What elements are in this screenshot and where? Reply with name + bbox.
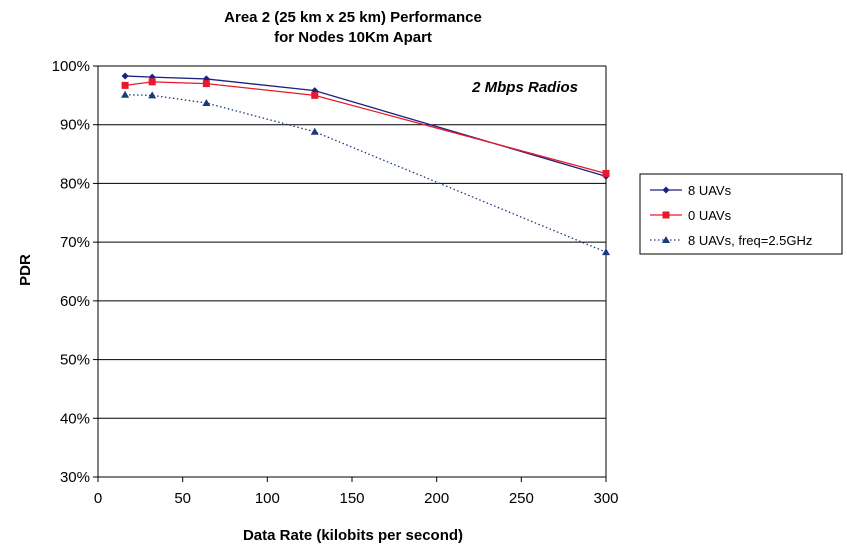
x-tick-label: 50	[174, 490, 191, 507]
series-line	[125, 94, 607, 253]
series-2	[121, 78, 610, 177]
data-point	[311, 91, 319, 99]
y-tick-label: 80%	[60, 175, 90, 192]
x-tick-label: 300	[593, 490, 618, 507]
legend-entry: 8 UAVs	[650, 183, 732, 198]
data-point	[121, 90, 130, 98]
data-point	[310, 127, 319, 135]
legend-label: 0 UAVs	[688, 208, 732, 223]
y-tick-label: 50%	[60, 352, 90, 369]
grid-lines	[98, 65, 606, 419]
axes	[93, 65, 607, 482]
legend-label: 8 UAVs	[688, 183, 732, 198]
series-3	[121, 90, 610, 256]
y-tick-labels: 30% 40% 50% 60% 70% 80% 90% 100%	[52, 58, 90, 486]
data-point	[602, 248, 610, 256]
y-tick-label: 100%	[52, 58, 90, 75]
x-axis-label: Data Rate (kilobits per second)	[243, 527, 463, 544]
y-tick-label: 30%	[60, 469, 90, 486]
legend-entry: 8 UAVs, freq=2.5GHz	[650, 233, 812, 248]
data-point	[148, 78, 156, 86]
data-point	[602, 169, 610, 177]
x-tick-label: 100	[255, 490, 280, 507]
data-point	[202, 98, 211, 106]
legend-box	[639, 173, 843, 255]
x-tick-label: 250	[509, 490, 534, 507]
chart-title-line-1: Area 2 (25 km x 25 km) Performance	[224, 9, 482, 26]
legend-marker	[662, 211, 670, 219]
chart-title-line-2: for Nodes 10Km Apart	[274, 29, 432, 46]
chart-annotation: 2 Mbps Radios	[471, 79, 578, 96]
y-tick-label: 60%	[60, 293, 90, 310]
y-tick-label: 70%	[60, 234, 90, 251]
legend-entry: 0 UAVs	[650, 208, 732, 223]
y-tick-label: 90%	[60, 117, 90, 134]
data-point	[121, 72, 129, 80]
x-tick-label: 200	[424, 490, 449, 507]
data-point	[202, 80, 210, 88]
legend-marker	[662, 236, 670, 243]
x-tick-label: 150	[339, 490, 364, 507]
legend-label: 8 UAVs, freq=2.5GHz	[688, 233, 812, 248]
series-layer	[121, 72, 610, 256]
legend-marker	[662, 186, 670, 194]
x-tick-label: 0	[94, 490, 102, 507]
data-point	[148, 91, 157, 99]
legend: 8 UAVs 0 UAVs 8 UAVs, freq=2.5GHz	[639, 173, 843, 255]
y-axis-label: PDR	[17, 254, 34, 286]
x-tick-labels: 0 50 100 150 200 250 300	[94, 490, 619, 507]
y-tick-label: 40%	[60, 410, 90, 427]
data-point	[121, 81, 129, 89]
